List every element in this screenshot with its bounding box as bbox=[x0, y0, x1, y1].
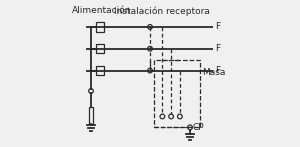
Text: CP: CP bbox=[193, 123, 204, 132]
Bar bbox=[96, 22, 104, 32]
Text: F: F bbox=[215, 22, 220, 31]
Text: F: F bbox=[215, 44, 220, 53]
Text: Instalación receptora: Instalación receptora bbox=[114, 6, 210, 16]
Text: F: F bbox=[215, 66, 220, 75]
Bar bbox=[96, 66, 104, 75]
Text: Alimentación: Alimentación bbox=[71, 6, 131, 15]
Bar bbox=[89, 107, 93, 124]
Bar bbox=[96, 44, 104, 54]
Bar bbox=[154, 60, 200, 127]
Text: Masa: Masa bbox=[202, 67, 225, 77]
